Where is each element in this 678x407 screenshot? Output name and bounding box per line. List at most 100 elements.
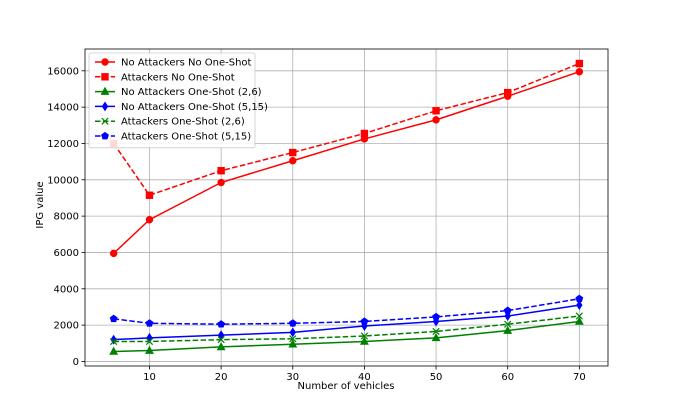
data-point — [503, 306, 512, 314]
data-point — [289, 148, 297, 157]
legend-entry: No Attackers One-Shot (2,6) — [95, 86, 262, 98]
x-tick-label: 40 — [358, 372, 371, 383]
series-line — [113, 70, 580, 254]
x-tick-label: 70 — [573, 372, 586, 383]
y-tick-label: 14000 — [47, 103, 79, 114]
data-point — [575, 68, 584, 76]
data-point — [504, 311, 511, 321]
data-point — [360, 129, 369, 138]
data-point — [575, 59, 584, 68]
legend-entry: Attackers One-Shot (5,15) — [95, 132, 251, 143]
marker-stroke — [360, 332, 369, 340]
marker-stroke — [145, 337, 154, 346]
data-point — [217, 167, 225, 175]
legend-marker — [101, 73, 109, 81]
marker-stroke — [101, 117, 109, 125]
data-point — [217, 178, 225, 187]
legend-entry: No Attackers No One-Shot — [95, 58, 252, 69]
y-tick-label: 8000 — [54, 212, 79, 223]
series-line — [113, 62, 580, 197]
marker-stroke — [217, 336, 225, 344]
x-tick-label: 60 — [501, 372, 514, 383]
data-point — [288, 319, 297, 327]
y-axis-label: IPG value — [35, 181, 46, 228]
data-point — [289, 335, 297, 343]
data-point — [216, 342, 226, 351]
data-point — [504, 320, 512, 328]
data-point — [217, 336, 225, 344]
y-tick-label: 12000 — [47, 139, 79, 150]
legend-label: Attackers No One-Shot — [121, 72, 235, 83]
data-point — [576, 300, 583, 311]
plot-frame — [84, 48, 609, 367]
legend-marker — [100, 86, 110, 95]
x-tick-label: 10 — [143, 372, 156, 383]
data-point — [360, 317, 369, 325]
legend-box — [88, 52, 256, 149]
data-point — [575, 294, 584, 303]
data-point — [432, 312, 440, 321]
series-5 — [110, 312, 583, 346]
data-point — [289, 157, 297, 165]
y-tick-label: 16000 — [47, 66, 79, 77]
legend-label: No Attackers No One-Shot — [121, 58, 252, 69]
series-line — [113, 320, 580, 353]
data-point — [145, 345, 154, 354]
data-point — [145, 191, 154, 199]
data-point — [503, 325, 513, 334]
x-tick-label: 20 — [215, 372, 228, 383]
data-point — [432, 116, 440, 124]
legend-label: No Attackers One-Shot (5,15) — [121, 102, 268, 113]
data-point — [289, 327, 296, 338]
data-point — [574, 316, 584, 325]
grid — [85, 49, 608, 366]
series-3 — [109, 316, 584, 355]
series-layer — [109, 59, 584, 355]
legend-marker — [101, 101, 109, 112]
marker-stroke — [575, 312, 583, 320]
legend-label: Attackers One-Shot (5,15) — [121, 132, 251, 143]
y-tick-label: 10000 — [47, 175, 79, 186]
data-point — [145, 319, 154, 327]
legend: No Attackers No One-Shot Attackers No One… — [88, 52, 268, 149]
data-point — [109, 346, 119, 355]
data-point — [109, 249, 118, 258]
legend-entry: Attackers No One-Shot — [95, 72, 235, 83]
data-point — [109, 314, 118, 323]
series-line — [113, 298, 580, 325]
series-line — [113, 315, 580, 343]
y-tick-label: 0 — [73, 357, 79, 368]
series-2 — [109, 59, 584, 199]
marker-stroke — [432, 327, 440, 336]
data-point — [145, 216, 154, 224]
data-point — [145, 337, 154, 346]
marker-stroke — [289, 335, 297, 343]
axes: 10 20 30 40 50 60 70 0 2000 4000 6000 8000 10000 1200… — [47, 48, 609, 383]
legend-entry: Attackers One-Shot (2,6) — [95, 117, 245, 128]
data-point — [503, 88, 512, 97]
legend-marker — [101, 58, 109, 66]
data-point — [432, 327, 440, 336]
data-point — [575, 312, 583, 320]
legend-entry: No Attackers One-Shot (5,15) — [95, 101, 268, 113]
data-point — [359, 336, 369, 345]
y-tick-label: 6000 — [54, 248, 79, 259]
y-tick-label: 2000 — [54, 321, 79, 332]
legend-marker — [101, 117, 109, 125]
legend-marker — [101, 131, 109, 140]
x-axis-label: Number of vehicles — [298, 381, 395, 392]
data-point — [360, 332, 369, 340]
marker-stroke — [110, 337, 118, 346]
x-tick-label: 50 — [430, 372, 443, 383]
series-line — [113, 304, 580, 341]
x-tick-label: 30 — [286, 372, 299, 383]
legend-label: No Attackers One-Shot (2,6) — [121, 87, 262, 98]
y-tick-label: 4000 — [54, 284, 79, 295]
legend-label: Attackers One-Shot (2,6) — [121, 117, 245, 128]
data-point — [431, 332, 441, 342]
data-point — [110, 337, 118, 346]
data-point — [432, 107, 440, 115]
series-6 — [109, 294, 584, 328]
data-point — [288, 339, 298, 348]
